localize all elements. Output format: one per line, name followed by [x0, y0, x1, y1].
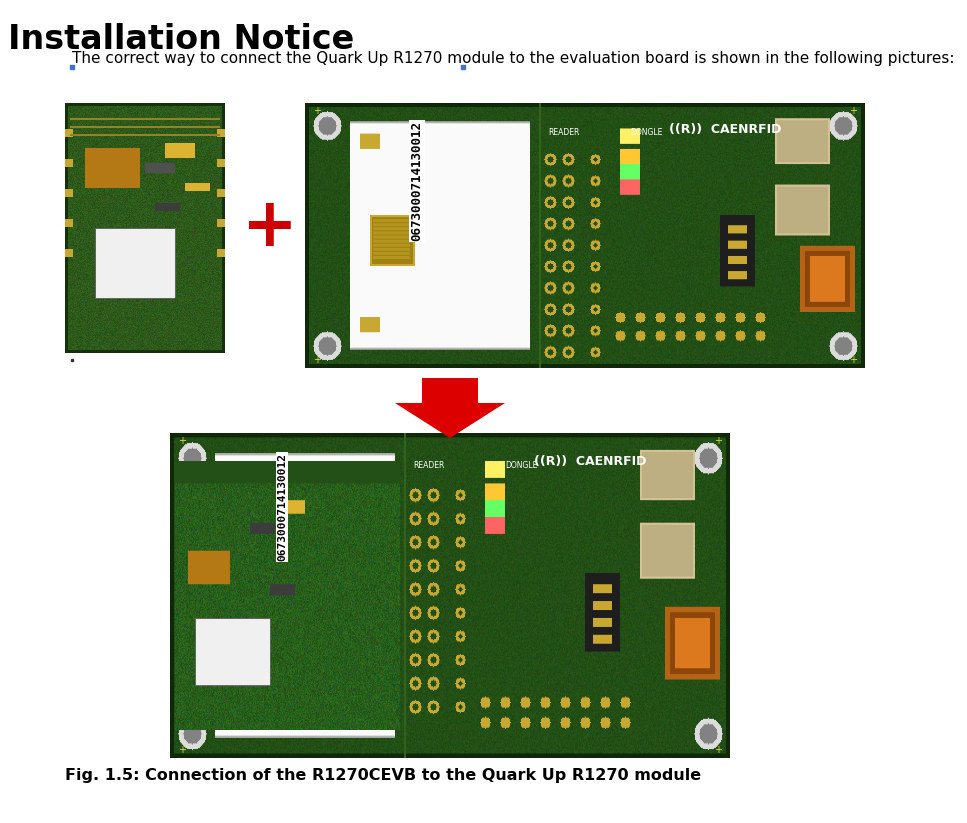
- Text: +: +: [178, 745, 186, 755]
- Text: Installation Notice: Installation Notice: [8, 23, 354, 56]
- Text: +: +: [178, 436, 186, 446]
- Text: 0673000714130012: 0673000714130012: [411, 121, 424, 241]
- Text: The correct way to connect the Quark Up R1270 module to the evaluation board is : The correct way to connect the Quark Up …: [72, 51, 954, 66]
- Text: +: +: [849, 355, 857, 365]
- Text: +: +: [313, 106, 321, 116]
- Polygon shape: [395, 403, 505, 438]
- Text: ((R))  CAENRFID: ((R)) CAENRFID: [534, 455, 646, 468]
- Bar: [422, 378, 478, 410]
- Text: READER: READER: [548, 128, 579, 137]
- Text: +: +: [714, 745, 722, 755]
- Text: 0673000714130012: 0673000714130012: [277, 453, 287, 561]
- Text: READER: READER: [413, 461, 445, 470]
- Text: +: +: [849, 106, 857, 116]
- Text: DONGLE: DONGLE: [505, 461, 538, 470]
- Text: ((R))  CAENRFID: ((R)) CAENRFID: [669, 123, 781, 136]
- Text: +: +: [714, 436, 722, 446]
- Text: +: +: [313, 355, 321, 365]
- Text: DONGLE: DONGLE: [630, 128, 662, 137]
- Text: +: +: [242, 194, 298, 260]
- Text: Fig. 1.5: Connection of the R1270CEVB to the Quark Up R1270 module: Fig. 1.5: Connection of the R1270CEVB to…: [65, 768, 701, 783]
